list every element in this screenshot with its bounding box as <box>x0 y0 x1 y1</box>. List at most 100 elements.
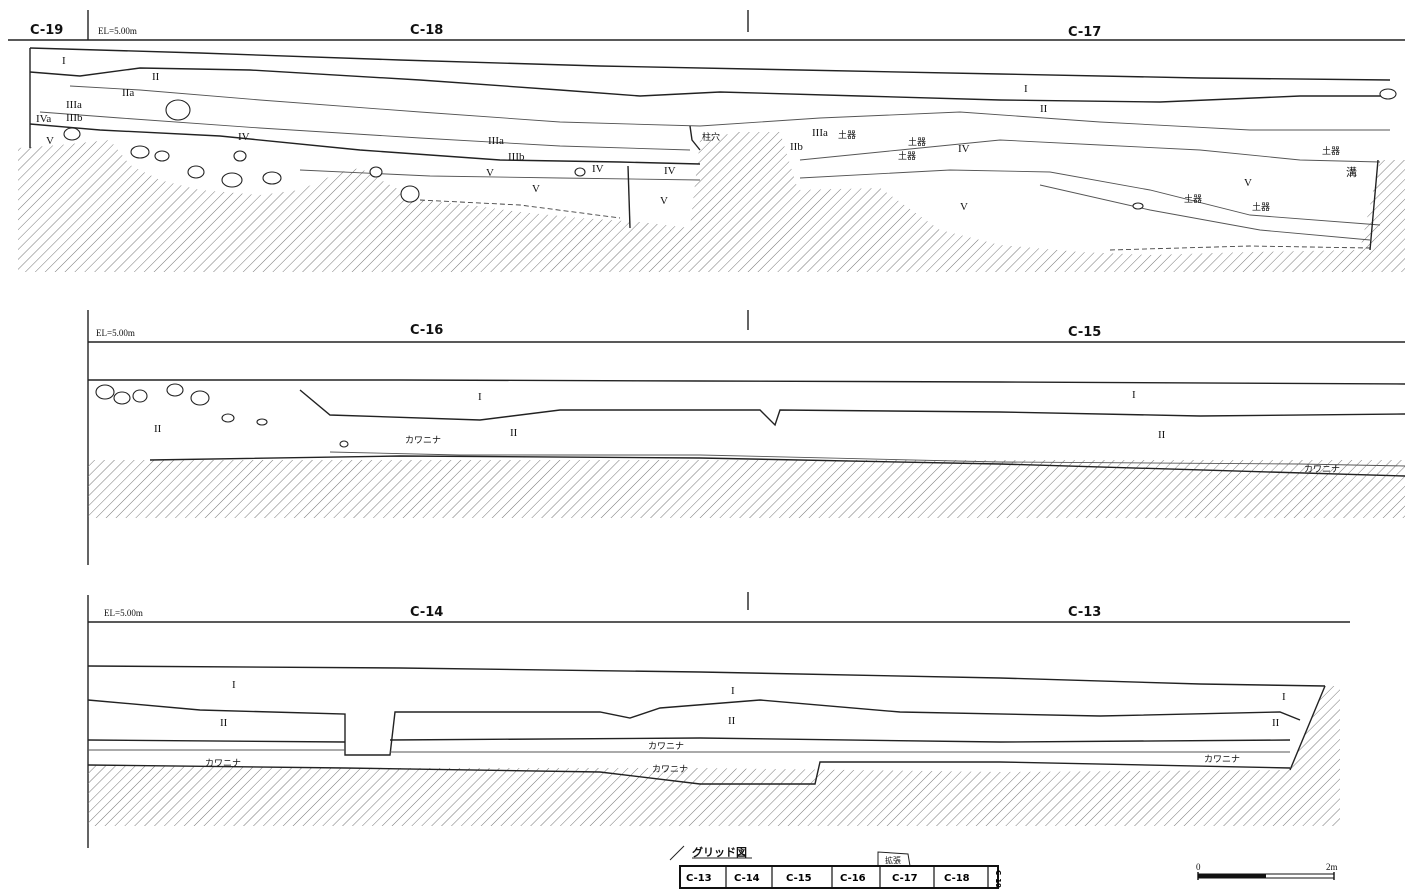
layer-label: II <box>1272 717 1280 729</box>
layer-label: II <box>152 71 160 83</box>
grid-label: C-14 <box>410 605 443 620</box>
grid-cell-label: C-16 <box>840 873 866 884</box>
grid-map-title: グリッド図 <box>692 845 747 859</box>
layer-label: IIIb <box>66 112 83 124</box>
stone-cluster <box>63 88 1397 210</box>
elevation-label: EL=5.00m <box>104 608 143 618</box>
section-c14-c13: EL=5.00m C-14 C-13 I II I II I II カワニナ カ… <box>87 592 1350 848</box>
layer-boundary <box>69 85 1390 131</box>
layer-label: IV <box>238 131 250 143</box>
bedrock-hatching <box>88 460 1405 518</box>
layer-label: I <box>1132 389 1136 401</box>
annotation-label: カワニナ <box>405 435 441 445</box>
ground-surface-line <box>87 665 1326 687</box>
extension-area <box>877 851 911 867</box>
layer-label: V <box>486 167 494 179</box>
layer-boundary <box>39 111 691 151</box>
annotation-label: 土器 <box>908 136 926 147</box>
layer-label: IVa <box>36 113 51 125</box>
layer-label: IV <box>592 163 604 175</box>
layer-label: II <box>220 717 228 729</box>
grid-map-cells: C-13 C-14 C-15 C-16 C-17 C-18 C-19 <box>686 866 1002 888</box>
layer-boundary <box>29 123 701 165</box>
annotation-label: 土器 <box>1184 193 1202 204</box>
annotation-label: 土器 <box>898 150 916 161</box>
layer-boundary <box>87 761 1291 785</box>
layer-label: II <box>1040 103 1048 115</box>
annotation-label: カワニナ <box>205 758 241 768</box>
section-c16-c15: EL=5.00m C-16 C-15 I II II I II カワニナ カワニ… <box>87 310 1405 565</box>
layer-label: IIIa <box>488 135 504 147</box>
layer-label: I <box>232 679 236 691</box>
stone-cluster <box>95 383 349 448</box>
layer-boundary <box>799 169 1381 226</box>
layer-boundary <box>299 389 1405 427</box>
scale-start-label: 0 <box>1196 862 1201 872</box>
grid-label: C-16 <box>410 323 443 338</box>
layer-label: II <box>510 427 518 439</box>
annotation-label: カワニナ <box>648 741 684 751</box>
grid-cell-label: C-19 <box>994 870 1002 888</box>
layer-label: II <box>1158 429 1166 441</box>
extension-label: 拡張 <box>885 855 901 865</box>
annotation-label: カワニナ <box>1304 464 1340 474</box>
layer-label: IV <box>664 165 676 177</box>
annotations: 柱穴 土器 土器 土器 土器 溝 土器 土器 <box>702 129 1357 212</box>
grid-cell-label: C-15 <box>786 873 812 884</box>
grid-label: C-17 <box>1068 25 1101 40</box>
annotation-label: 土器 <box>1322 145 1340 156</box>
layer-label: V <box>960 201 968 213</box>
grid-label: C-15 <box>1068 325 1101 340</box>
dashed-boundary <box>1109 245 1371 251</box>
layer-boundary <box>149 455 1405 477</box>
layer-label: IV <box>958 143 970 155</box>
grid-cell-label: C-17 <box>892 873 918 884</box>
layer-boundary <box>329 451 1405 467</box>
layer-label: IIIa <box>66 99 82 111</box>
layer-boundary <box>88 749 1290 753</box>
section-wall <box>1289 685 1326 771</box>
layer-labels: I II IIIa IIIb IVa V IIa IIIa IIIb IV V … <box>36 55 1252 213</box>
grid-label: C-19 <box>30 23 63 38</box>
layer-label: I <box>1024 83 1028 95</box>
section-c19-c17: C-19 EL=5.00m C-18 C-17 <box>8 10 1405 272</box>
layer-label: IIIb <box>508 151 525 163</box>
layer-boundary <box>799 139 1381 163</box>
layer-label: V <box>46 135 54 147</box>
layer-label: I <box>478 391 482 403</box>
annotation-label: 土器 <box>838 129 856 140</box>
north-arrow-icon <box>669 845 685 861</box>
layer-label: I <box>731 685 735 697</box>
grid-label: C-13 <box>1068 605 1101 620</box>
ground-surface-line <box>29 47 1391 81</box>
elevation-label: EL=5.00m <box>98 26 137 36</box>
layer-boundary <box>87 699 1301 756</box>
ground-surface-line <box>88 379 1405 385</box>
grid-map-frame <box>679 865 999 889</box>
layer-label: IIa <box>122 87 134 99</box>
layer-label: I <box>1282 691 1286 703</box>
layer-label: V <box>532 183 540 195</box>
bedrock-hatching <box>18 132 1405 272</box>
feature-wall <box>627 165 631 229</box>
annotation-label: カワニナ <box>1204 754 1240 764</box>
layer-boundary <box>87 737 1291 743</box>
layer-label: V <box>660 195 668 207</box>
layer-boundary <box>29 67 1390 103</box>
dashed-boundary <box>419 199 621 219</box>
grid-cell-label: C-13 <box>686 873 712 884</box>
grid-map-legend: グリッド図 拡張 C-13 C-14 C-15 C-16 C-17 C-18 C… <box>669 845 1002 889</box>
layer-boundary <box>1039 184 1371 241</box>
layer-label: II <box>154 423 162 435</box>
elevation-label: EL=5.00m <box>96 328 135 338</box>
layer-label: II <box>728 715 736 727</box>
layer-label: IIb <box>790 141 803 153</box>
grid-cell-label: C-14 <box>734 873 760 884</box>
layer-label: IIIa <box>812 127 828 139</box>
annotation-label: 柱穴 <box>702 131 720 142</box>
annotation-label: カワニナ <box>652 764 688 774</box>
scale-end-label: 2m <box>1326 862 1338 872</box>
annotation-label: 土器 <box>1252 201 1270 212</box>
grid-cell-label: C-18 <box>944 873 970 884</box>
annotation-label: 溝 <box>1346 166 1357 179</box>
